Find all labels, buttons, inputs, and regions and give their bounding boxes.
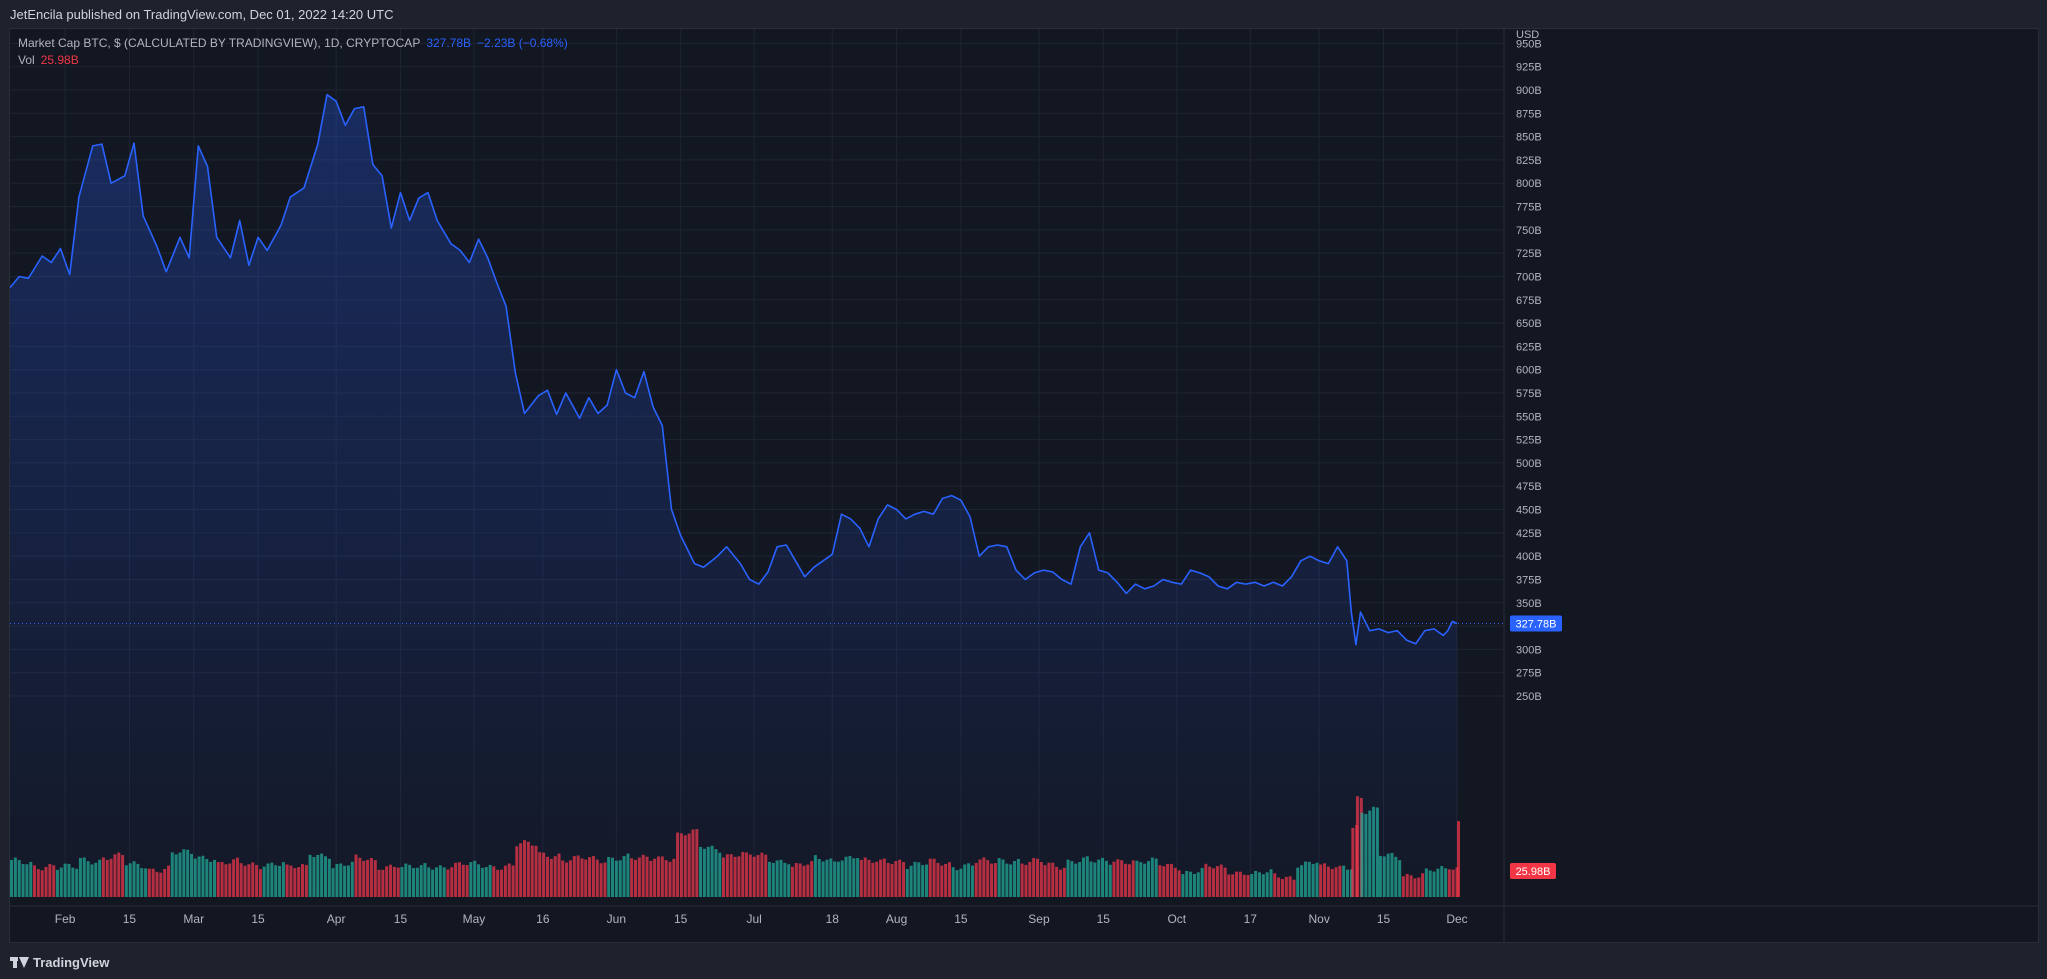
footer-bar — [0, 945, 2047, 979]
y-tick-label: 550B — [1516, 411, 1542, 423]
y-tick-label: 775B — [1516, 202, 1542, 214]
y-tick-label: 500B — [1516, 458, 1542, 470]
y-tick-label: 250B — [1516, 691, 1542, 703]
x-tick-label: Apr — [327, 912, 346, 926]
x-tick-label: 17 — [1244, 912, 1258, 926]
x-tick-label: 16 — [536, 912, 550, 926]
price-line — [10, 93, 1458, 646]
x-tick-label: 18 — [826, 912, 840, 926]
y-tick-label: 675B — [1516, 295, 1542, 307]
x-tick-label: Mar — [183, 912, 204, 926]
x-tick-label: Jun — [607, 912, 626, 926]
symbol-legend[interactable]: Market Cap BTC, $ (CALCULATED BY TRADING… — [18, 36, 568, 50]
x-tick-label: 15 — [674, 912, 688, 926]
y-tick-label: 800B — [1516, 178, 1542, 190]
y-tick-label: 475B — [1516, 481, 1542, 493]
chart-pane[interactable]: USD 950B 925B 900B 875B 850B 825B 800B 775B 750B 7… — [9, 28, 2039, 943]
y-tick-label: 825B — [1516, 155, 1542, 167]
x-tick-label: Aug — [886, 912, 907, 926]
y-tick-label: 875B — [1516, 108, 1542, 120]
y-tick-label: 275B — [1516, 668, 1542, 680]
y-tick-label: 600B — [1516, 365, 1542, 377]
brand-name: TradingView — [33, 955, 110, 970]
volume-badge-label: 25.98B — [1516, 866, 1551, 878]
volume-badge — [1510, 863, 1556, 879]
x-tick-label: Oct — [1167, 912, 1186, 926]
y-tick-label: 575B — [1516, 388, 1542, 400]
x-tick-label: 15 — [123, 912, 137, 926]
volume-bar — [1457, 821, 1460, 897]
y-tick-label: 400B — [1516, 551, 1542, 563]
x-tick-label: Jul — [746, 912, 761, 926]
price-area — [10, 94, 1457, 897]
currency-label: USD — [1516, 29, 1539, 41]
y-tick-label: 300B — [1516, 644, 1542, 656]
x-tick-label: 15 — [394, 912, 408, 926]
y-tick-label: 650B — [1516, 318, 1542, 330]
change-value: −2.23B (−0.68%) — [477, 36, 568, 50]
y-tick-label: 525B — [1516, 435, 1542, 447]
x-tick-label: 15 — [251, 912, 265, 926]
x-tick-label: 15 — [954, 912, 968, 926]
y-tick-label: 625B — [1516, 341, 1542, 353]
y-tick-label: 925B — [1516, 62, 1542, 74]
x-tick-label: Nov — [1309, 912, 1330, 926]
tradingview-logo-icon — [10, 957, 29, 968]
publish-header: JetEncila published on TradingView.com, … — [0, 0, 2047, 28]
symbol-title: Market Cap BTC, $ (CALCULATED BY TRADING… — [18, 36, 421, 50]
y-tick-label: 450B — [1516, 505, 1542, 517]
tradingview-logo[interactable]: TradingView — [10, 955, 109, 970]
y-tick-label: 750B — [1516, 225, 1542, 237]
y-tick-label: 700B — [1516, 271, 1542, 283]
last-value-badge — [1510, 615, 1562, 632]
x-tick-label: May — [463, 912, 486, 926]
x-tick-label: 15 — [1097, 912, 1111, 926]
volume-value: 25.98B — [40, 53, 79, 67]
y-tick-label: 725B — [1516, 248, 1542, 260]
volume-legend[interactable]: Vol 25.98B — [18, 53, 79, 67]
y-tick-label: 425B — [1516, 528, 1542, 540]
y-tick-label: 350B — [1516, 598, 1542, 610]
last-value-badge-label: 327.78B — [1516, 618, 1557, 630]
x-tick-label: Sep — [1028, 912, 1050, 926]
x-tick-label: Feb — [55, 912, 76, 926]
x-tick-label: 15 — [1377, 912, 1391, 926]
volume-label: Vol — [18, 53, 35, 67]
y-tick-label: 850B — [1516, 132, 1542, 144]
x-tick-label: Dec — [1446, 912, 1467, 926]
y-tick-label: 950B — [1516, 38, 1542, 50]
y-tick-label: 375B — [1516, 574, 1542, 586]
y-tick-label: 900B — [1516, 85, 1542, 97]
publisher-info: JetEncila published on TradingView.com, … — [10, 7, 394, 22]
last-value: 327.78B — [426, 36, 472, 50]
